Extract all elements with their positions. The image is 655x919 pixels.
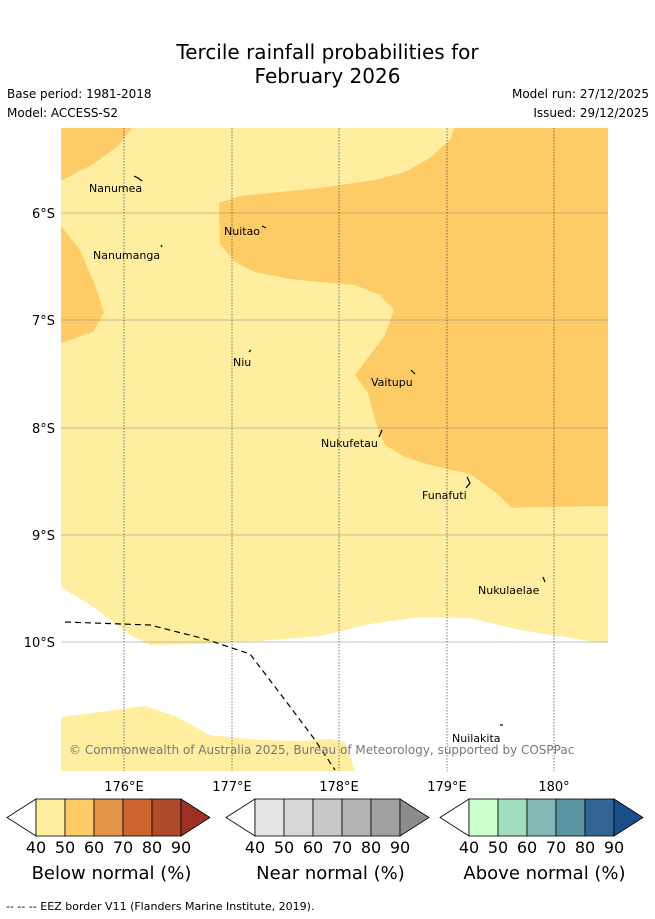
island-shape-nanumea	[133, 175, 143, 182]
legend-tick-label: 40	[245, 838, 265, 857]
eez-footnote: -- -- -- EEZ border V11 (Flanders Marine…	[6, 900, 315, 913]
legend-cell-80-90	[151, 798, 182, 837]
legend-cell-80-90	[370, 798, 401, 837]
lon-label-180: 180°	[538, 780, 569, 795]
region-below-50-60-west	[61, 226, 104, 343]
lat-label-8s: 8°S	[32, 422, 55, 437]
legend-title: Near normal (%)	[256, 863, 405, 884]
region-below-50-60-northwest	[61, 128, 132, 181]
page-title: Tercile rainfall probabilities for Febru…	[0, 40, 655, 88]
lat-label-7s: 7°S	[32, 314, 55, 329]
island-shape-nanumanga	[160, 244, 163, 248]
legend-cell-70-80	[555, 798, 586, 837]
lon-label-178e: 178°E	[319, 780, 359, 795]
legend-cell-below-40	[6, 798, 37, 837]
eez-border	[64, 621, 336, 771]
island-label-vaitupu: Vaitupu	[371, 376, 413, 389]
island-label-nuitao: Nuitao	[224, 225, 260, 238]
legend-cell-70-80	[122, 798, 153, 837]
legend-tick-label: 70	[546, 838, 566, 857]
map-panel: Nanumea Nuitao Nanumanga Niu Vaitupu Nuk…	[61, 128, 608, 771]
legend-above-normal: 40 50 60 70 80 90 Above normal (%)	[439, 798, 644, 884]
legend-cell-below-40	[439, 798, 470, 837]
legend-cell-50-60	[64, 798, 95, 837]
legend-tick-label: 80	[142, 838, 162, 857]
gridlines	[61, 128, 608, 771]
legend-cell-80-90	[584, 798, 615, 837]
issued-label: Issued: 29/12/2025	[533, 106, 649, 120]
legend-tick-label: 50	[55, 838, 75, 857]
legend-tick-label: 80	[575, 838, 595, 857]
legend-tick-label: 60	[303, 838, 323, 857]
legend-cell-70-80	[341, 798, 372, 837]
legend-cell-60-70	[93, 798, 124, 837]
island-label-nanumea: Nanumea	[89, 182, 142, 195]
island-label-nuilakita: Nuilakita	[452, 732, 501, 745]
region-below-50-60-east	[219, 128, 608, 508]
lon-label-176e: 176°E	[104, 780, 144, 795]
legend-tick-label: 50	[274, 838, 294, 857]
island-shape-nukufetau	[378, 429, 383, 438]
legend-cell-50-60	[497, 798, 528, 837]
legend-tick-label: 90	[604, 838, 624, 857]
legend-title: Below normal (%)	[32, 863, 192, 884]
legend-cell-50-60	[283, 798, 314, 837]
legend-title: Above normal (%)	[463, 863, 625, 884]
island-shape-nukulaelae	[542, 576, 546, 583]
title-line-2: February 2026	[254, 64, 401, 88]
credit-text: © Commonwealth of Australia 2025, Bureau…	[69, 743, 574, 757]
legend-below-normal: 40 50 60 70 80 90 Below normal (%)	[6, 798, 211, 884]
legend-cell-above-90	[399, 798, 430, 837]
model-run-label: Model run: 27/12/2025	[511, 87, 649, 101]
island-shape-vaitupu	[410, 369, 416, 375]
legend-tick-label: 90	[390, 838, 410, 857]
legend-cell-above-90	[613, 798, 644, 837]
legend-cell-40-50	[468, 798, 499, 837]
legend-tick-label: 70	[332, 838, 352, 857]
legend-cell-60-70	[526, 798, 557, 837]
lat-label-9s: 9°S	[32, 529, 55, 544]
legend-tick-label: 60	[517, 838, 537, 857]
legend-tick-label: 40	[459, 838, 479, 857]
title-line-1: Tercile rainfall probabilities for	[176, 40, 479, 64]
legend-tick-label: 90	[171, 838, 191, 857]
legend-tick-label: 70	[113, 838, 133, 857]
legend-cell-40-50	[35, 798, 66, 837]
region-below-40-50-south	[61, 706, 355, 771]
lat-label-10s: 10°S	[24, 636, 55, 651]
model-label: Model: ACCESS-S2	[7, 106, 119, 120]
lon-label-177e: 177°E	[212, 780, 252, 795]
island-shape-funafuti	[465, 476, 471, 489]
lat-label-6s: 6°S	[32, 207, 55, 222]
legend-cell-above-90	[180, 798, 211, 837]
legend-tick-label: 60	[84, 838, 104, 857]
legend-near-normal: 40 50 60 70 80 90 Near normal (%)	[225, 798, 430, 884]
island-label-nanumanga: Nanumanga	[93, 249, 160, 262]
legend-cell-60-70	[312, 798, 343, 837]
island-label-nukulaelae: Nukulaelae	[478, 584, 540, 597]
island-shape-nuitao	[261, 225, 267, 229]
legend-tick-label: 40	[26, 838, 46, 857]
island-outlines	[133, 175, 546, 726]
base-period-label: Base period: 1981-2018	[7, 87, 152, 101]
legend-tick-label: 50	[488, 838, 508, 857]
island-shape-niu	[248, 349, 252, 353]
legend-tick-label: 80	[361, 838, 381, 857]
island-label-niu: Niu	[233, 356, 251, 369]
island-label-nukufetau: Nukufetau	[321, 437, 378, 450]
lon-label-179e: 179°E	[427, 780, 467, 795]
legend-cell-below-40	[225, 798, 256, 837]
legend-cell-40-50	[254, 798, 285, 837]
island-label-funafuti: Funafuti	[422, 489, 467, 502]
